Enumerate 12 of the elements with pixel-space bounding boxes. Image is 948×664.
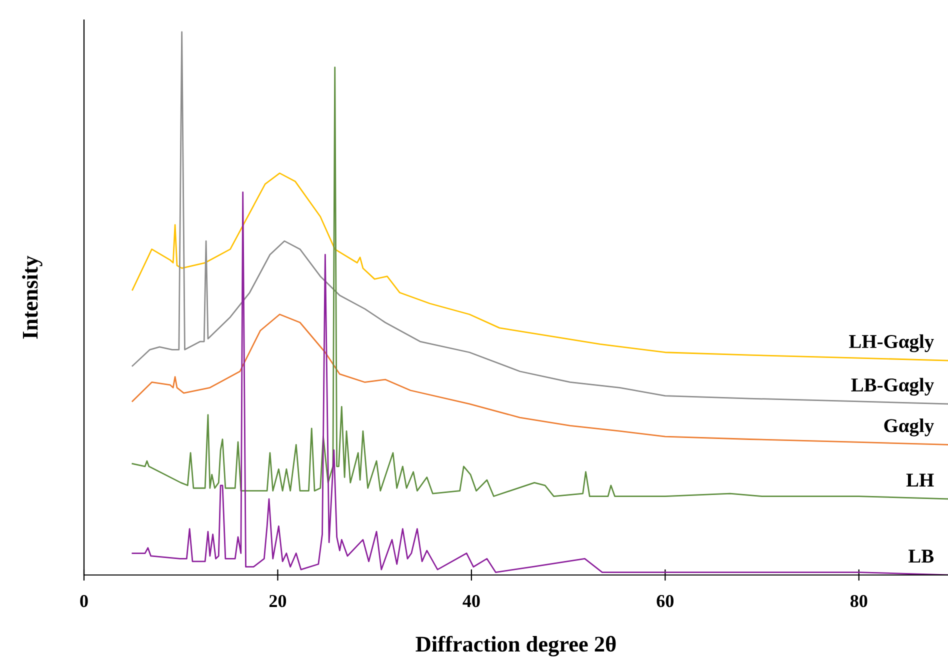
x-tick-label: 20	[269, 594, 286, 608]
series-label: LH	[906, 474, 934, 487]
x-tick-label: 60	[656, 594, 674, 608]
series-label: Gαgly	[884, 418, 934, 436]
series-label: LH-Gαgly	[849, 334, 934, 352]
x-tick-label: 80	[850, 594, 868, 608]
x-axis-title: Diffraction degree 2θ	[416, 636, 616, 656]
series-label: LB	[908, 550, 934, 563]
series-label: LB-Gαgly	[851, 378, 934, 396]
x-tick-label: 40	[462, 594, 480, 608]
x-tick-label: 0	[80, 594, 88, 608]
y-axis-title: Intensity	[22, 256, 42, 339]
